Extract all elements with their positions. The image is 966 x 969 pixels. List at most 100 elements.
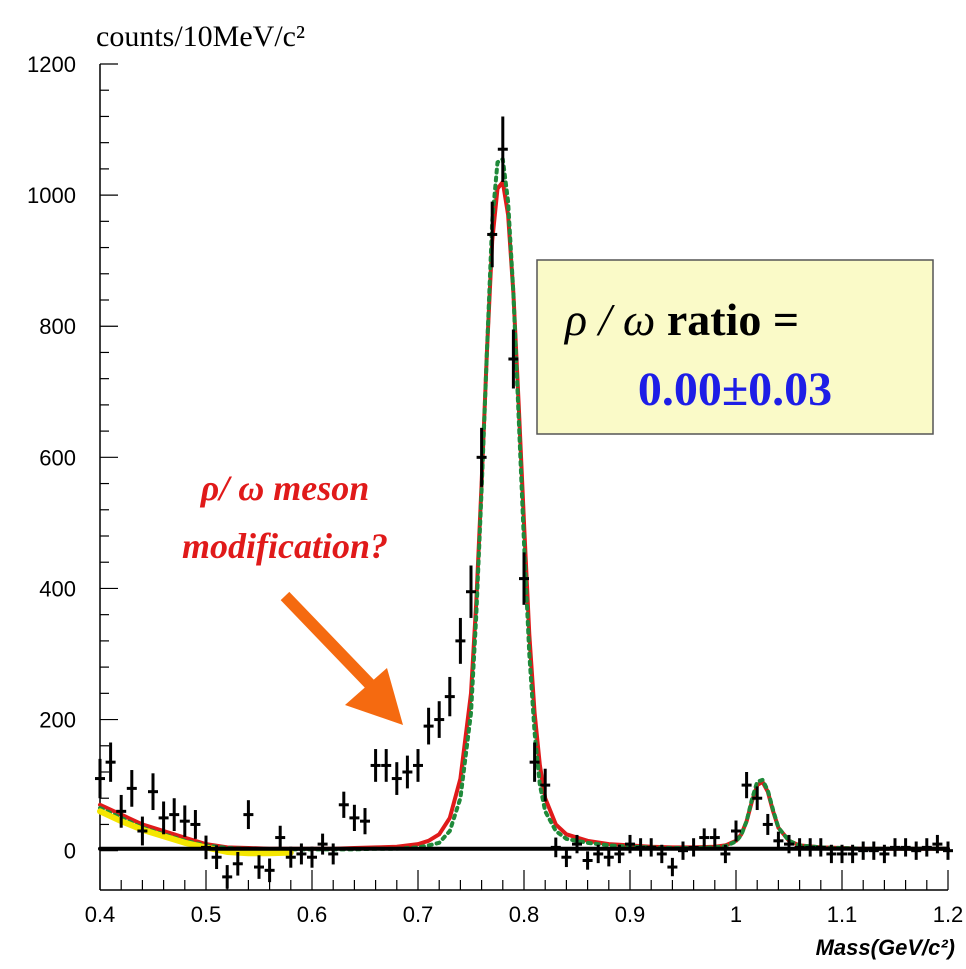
x-tick-label: 0.9 xyxy=(615,902,646,927)
y-tick-label: 1200 xyxy=(27,52,76,77)
data-point xyxy=(413,749,423,782)
modification-note: ρ/ ω meson modification? xyxy=(182,468,388,566)
x-axis-title: Mass(GeV/c²) xyxy=(816,935,955,960)
data-point xyxy=(847,844,858,864)
data-point xyxy=(921,838,932,857)
data-point xyxy=(752,786,763,811)
tick-labels: 0 200 400 600 800 1000 1200 0.4 0.5 0.6 0.7 0.8 0.9 1… xyxy=(27,52,963,927)
data-point xyxy=(762,813,773,835)
data-point xyxy=(911,841,922,860)
data-point xyxy=(582,851,593,870)
data-point xyxy=(105,742,116,782)
data-point xyxy=(561,847,572,868)
data-point xyxy=(349,804,360,831)
x-tick-label: 1.2 xyxy=(933,902,964,927)
data-point xyxy=(158,801,169,835)
data-point xyxy=(169,798,180,831)
data-point xyxy=(625,834,635,854)
data-point xyxy=(932,834,943,854)
data-point xyxy=(805,838,816,857)
data-point xyxy=(137,816,148,846)
data-point xyxy=(285,846,296,868)
data-point xyxy=(466,565,476,618)
arrow-shaft xyxy=(280,591,390,705)
background-curve xyxy=(97,808,294,857)
data-point xyxy=(190,810,201,839)
data-point xyxy=(646,838,657,857)
data-point xyxy=(720,844,731,864)
data-point xyxy=(402,755,413,789)
data-point xyxy=(317,833,328,855)
data-point xyxy=(837,844,847,864)
data-point xyxy=(678,841,688,860)
data-point xyxy=(328,843,339,865)
data-point xyxy=(688,838,699,857)
data-point xyxy=(126,770,137,807)
data-point xyxy=(593,844,604,864)
data-point xyxy=(275,825,286,850)
data-point xyxy=(826,844,837,864)
data-point xyxy=(307,846,317,868)
data-point xyxy=(943,841,953,860)
data-point xyxy=(476,427,487,487)
data-point xyxy=(699,828,710,847)
data-point xyxy=(709,828,720,847)
note-line2: modification? xyxy=(182,526,388,566)
data-point xyxy=(773,831,784,851)
data-point xyxy=(179,805,190,837)
ratio-box-line1: ρ / ω ratio = xyxy=(563,294,799,345)
note-line1: ρ/ ω meson xyxy=(200,468,370,508)
data-point xyxy=(243,800,254,830)
data-point xyxy=(868,841,879,860)
arrow xyxy=(280,591,403,725)
data-point xyxy=(455,617,466,664)
x-tick-label: 0.6 xyxy=(297,902,328,927)
data-point xyxy=(232,851,243,876)
data-point xyxy=(858,841,869,860)
ratio-box-background xyxy=(536,259,934,435)
data-points xyxy=(95,116,953,889)
data-point xyxy=(381,749,392,782)
data-point xyxy=(879,844,890,864)
x-tick-label: 1.1 xyxy=(827,902,858,927)
data-point xyxy=(794,838,805,857)
x-tick-label: 1 xyxy=(730,902,742,927)
data-point xyxy=(338,791,349,818)
data-point xyxy=(487,201,498,268)
data-point xyxy=(656,844,667,864)
data-point xyxy=(603,848,614,867)
x-tick-label: 0.5 xyxy=(191,902,222,927)
data-point xyxy=(116,794,127,828)
ratio-box: ρ / ω ratio = 0.00±0.03 xyxy=(536,259,934,435)
data-point xyxy=(148,773,158,811)
data-point xyxy=(519,552,529,605)
data-point xyxy=(741,772,752,799)
x-tick-label: 0.4 xyxy=(85,902,116,927)
y-axis-title: counts/10MeV/c² xyxy=(96,20,305,53)
data-point xyxy=(95,758,105,799)
data-point xyxy=(254,855,264,879)
data-point xyxy=(370,749,381,782)
data-point xyxy=(890,838,900,857)
data-point xyxy=(508,329,519,389)
data-point xyxy=(296,843,307,865)
x-tick-label: 0.7 xyxy=(403,902,434,927)
y-tick-label: 1000 xyxy=(27,183,76,208)
data-point xyxy=(264,858,275,883)
data-point xyxy=(667,857,678,877)
data-point xyxy=(550,837,561,858)
data-point xyxy=(222,865,233,889)
y-tick-label: 400 xyxy=(39,576,76,601)
data-point xyxy=(529,742,540,782)
ratio-value: 0.00±0.03 xyxy=(638,363,832,416)
data-point xyxy=(572,834,582,854)
data-point xyxy=(434,701,445,738)
x-tick-label: 0.8 xyxy=(509,902,540,927)
data-point xyxy=(391,762,402,795)
data-point xyxy=(497,116,508,182)
data-point xyxy=(614,844,625,864)
y-tick-label: 600 xyxy=(39,445,76,470)
y-tick-label: 0 xyxy=(64,839,76,864)
data-point xyxy=(201,835,211,860)
